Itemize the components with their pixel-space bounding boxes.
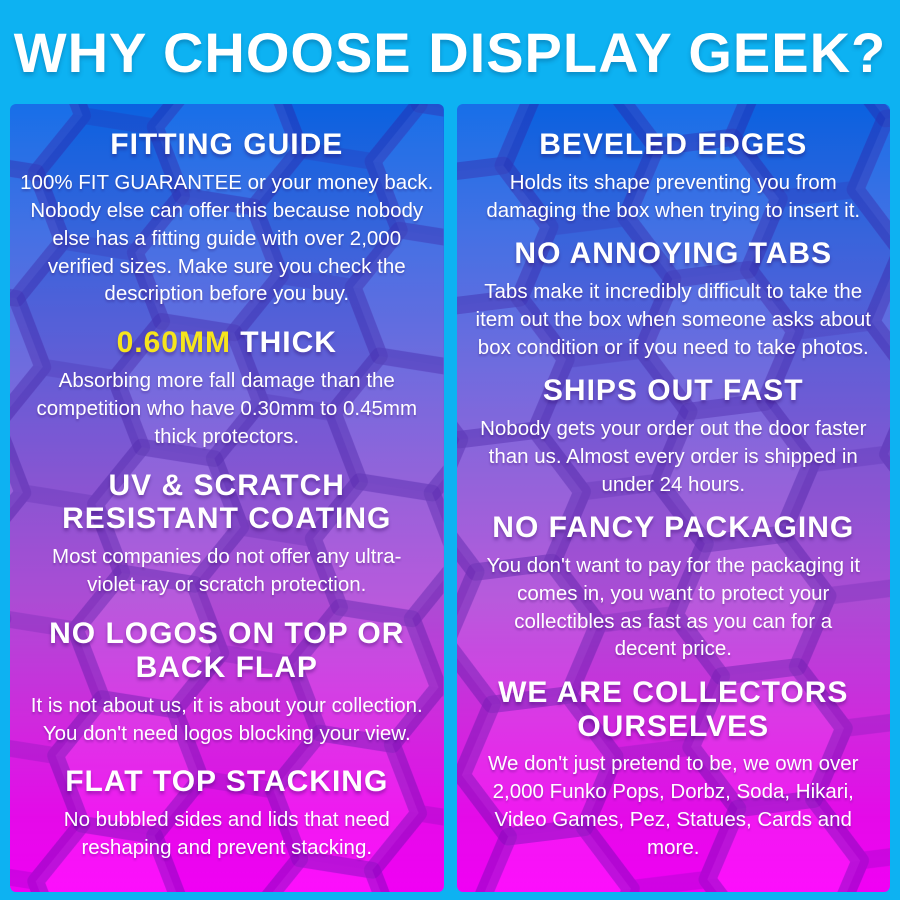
section-body: It is not about us, it is about your col… [30, 693, 423, 745]
section-no-tabs: NO ANNOYING TABS Tabs make it incredibly… [465, 237, 883, 362]
section-no-packaging: NO FANCY PACKAGING You don't want to pay… [465, 511, 883, 663]
section-fitting-guide: FITTING GUIDE 100% FIT GUARANTEE or your… [18, 128, 436, 308]
section-uv-scratch: UV & SCRATCH RESISTANT COATING Most comp… [18, 469, 436, 600]
section-heading: NO ANNOYING TABS [514, 237, 833, 271]
section-flat-top: FLAT TOP STACKING No bubbled sides and l… [18, 765, 436, 862]
section-heading: UV & SCRATCH RESISTANT COATING [62, 468, 392, 536]
section-heading: NO FANCY PACKAGING [492, 510, 855, 544]
thickness-rest: THICK [230, 326, 337, 360]
section-thickness: 0.60MM THICK Absorbing more fall damage … [18, 326, 436, 451]
section-body: Tabs make it incredibly difficult to tak… [475, 279, 871, 359]
page-title: WHY CHOOSE DISPLAY GEEK? [13, 20, 887, 84]
panels-container: FITTING GUIDE 100% FIT GUARANTEE or your… [0, 104, 900, 900]
section-heading: NO LOGOS ON TOP OR BACK FLAP [49, 616, 405, 684]
section-no-logos: NO LOGOS ON TOP OR BACK FLAP It is not a… [18, 617, 436, 748]
section-body: 100% FIT GUARANTEE or your money back. N… [20, 170, 434, 306]
section-heading: FITTING GUIDE [110, 128, 344, 161]
section-heading: 0.60MM THICK [18, 326, 436, 360]
section-heading: SHIPS OUT FAST [542, 373, 804, 407]
left-panel: FITTING GUIDE 100% FIT GUARANTEE or your… [10, 104, 444, 892]
section-heading: WE ARE COLLECTORS OURSELVES [498, 675, 849, 743]
header-banner: WHY CHOOSE DISPLAY GEEK? [0, 0, 900, 104]
section-body: Absorbing more fall damage than the comp… [36, 369, 418, 448]
section-ships-fast: SHIPS OUT FAST Nobody gets your order ou… [465, 374, 883, 499]
section-body: We don't just pretend to be, we own over… [488, 752, 859, 860]
section-body: Most companies do not offer any ultra-vi… [52, 545, 402, 597]
hexagon-pattern-background [456, 104, 890, 892]
section-body: Nobody gets your order out the door fast… [480, 416, 867, 496]
section-beveled-edges: BEVELED EDGES Holds its shape preventing… [465, 128, 883, 225]
hexagon-pattern-background [10, 104, 444, 892]
left-panel-content: FITTING GUIDE 100% FIT GUARANTEE or your… [10, 104, 444, 892]
section-heading: BEVELED EDGES [539, 128, 808, 161]
section-heading: FLAT TOP STACKING [65, 765, 389, 799]
right-panel-content: BEVELED EDGES Holds its shape preventing… [457, 104, 891, 892]
thickness-accent: 0.60MM [116, 326, 231, 360]
right-panel: BEVELED EDGES Holds its shape preventing… [456, 104, 891, 892]
section-body: No bubbled sides and lids that need resh… [63, 808, 390, 860]
section-collectors: WE ARE COLLECTORS OURSELVES We don't jus… [465, 676, 883, 862]
section-body: You don't want to pay for the packaging … [486, 553, 861, 661]
section-body: Holds its shape preventing you from dama… [486, 170, 861, 222]
